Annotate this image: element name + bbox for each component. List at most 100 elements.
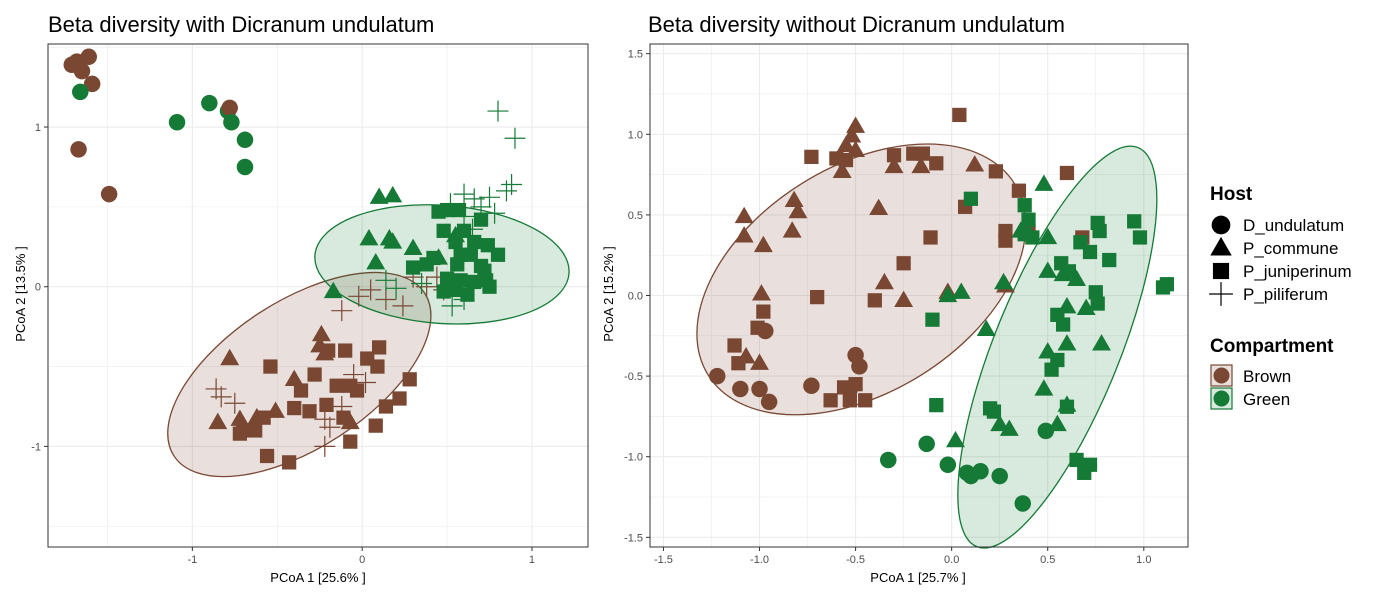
right-axis-ticks: -1.5 -1.0 -0.5 0.0 0.5 1.0 -1.5 -1.0 -0.5 0.0 0.5 1… [624,49,1151,566]
right-pcoa-panel: Beta diversity without Dicranum undulatu… [601,12,1189,585]
y-tick-label: 1.0 [628,129,643,141]
data-point-triangle-brown [836,135,856,153]
y-tick-label: 0 [35,282,41,294]
data-point-plus-brown [360,279,382,301]
data-point-circle-brown [803,377,820,395]
data-point-triangle-brown [750,353,769,370]
data-point-square-green [450,257,465,272]
data-point-square-brown [336,410,351,425]
data-point-triangle-brown [869,198,889,216]
data-point-triangle-brown [846,140,866,158]
data-point-square-brown [370,359,385,374]
x-tick-label: -1.5 [654,554,673,566]
data-point-circle-brown [80,48,98,66]
data-point-plus-green [501,174,523,196]
y-tick-label: 1 [35,122,41,134]
data-point-square-brown [338,343,353,358]
data-point-square-green [1092,223,1107,239]
data-point-triangle-green [994,272,1013,290]
data-point-square-green [1069,452,1084,468]
data-point-triangle-green [1034,174,1054,191]
data-point-circle-brown [83,75,101,93]
data-point-plus-green [439,193,461,215]
data-point-plus-brown [348,285,370,307]
data-point-square-brown [372,340,387,355]
data-point-square-green [1025,230,1040,245]
data-point-triangle-green [359,229,379,246]
data-point-square-green [1082,244,1098,260]
data-point-square-brown [750,320,765,335]
data-point-square-green [448,234,463,250]
right-chart-title: Beta diversity without Dicranum undulatu… [648,12,1065,37]
host-legend-label: P_piliferum [1243,285,1328,304]
data-point-triangle-green [403,238,423,256]
left-y-axis-label: PCoA 2 [13.5% ] [13,246,28,341]
data-point-square-brown [886,148,902,163]
data-point-triangle-brown [782,221,802,238]
data-point-triangle-brown [911,156,931,174]
data-point-square-green [982,401,998,416]
data-point-square-brown [731,356,746,371]
data-point-triangle-brown [842,126,862,143]
x-tick-label: -1 [187,554,197,566]
circle-icon [1213,367,1230,384]
data-point-square-green [1017,198,1032,213]
compartment-legend-label: Green [1243,390,1290,409]
data-point-triangle-brown [284,369,304,386]
data-point-triangle-brown [751,284,771,301]
data-point-triangle-green [383,185,403,203]
data-point-triangle-brown [894,290,914,307]
data-point-triangle-brown [734,206,754,224]
host-legend-title: Host [1210,184,1253,205]
data-point-square-brown [329,378,344,393]
data-point-plus-green [462,218,484,240]
data-point-square-brown [929,156,944,171]
data-point-square-brown [838,152,854,168]
data-point-circle-green [236,158,254,176]
data-point-square-green [963,191,979,206]
right-confidence-ellipses [696,143,1158,549]
data-point-square-green [456,223,472,238]
data-point-square-brown [848,377,863,392]
data-point-square-brown [810,289,825,305]
x-tick-label: 1.0 [1136,554,1151,566]
plot-background [48,44,588,547]
host-legend-item-circle: D_undulatum [1211,215,1344,235]
data-point-square-brown [263,359,278,374]
data-point-square-brown [321,343,336,358]
data-point-circle-brown [70,141,87,158]
data-point-plus-green [453,205,475,227]
data-point-triangle-brown [266,401,285,418]
data-point-square-brown [998,233,1013,248]
y-tick-label: 0.0 [628,291,643,303]
data-point-circle-brown [851,358,868,375]
data-point-square-green [439,271,455,286]
data-point-square-brown [402,372,417,387]
data-point-circle-green [939,456,957,474]
data-point-triangle-brown [846,116,866,133]
data-point-square-green [1127,214,1142,229]
data-point-plus-brown [331,300,353,322]
x-tick-label: 0 [359,554,365,566]
data-point-square-brown [867,293,882,308]
data-point-triangle-green [1038,227,1058,245]
data-point-circle-green [918,435,935,453]
left-data-points [63,48,526,470]
data-point-square-brown [804,149,819,164]
data-point-square-brown [923,230,938,245]
data-point-triangle-green [323,281,343,299]
y-tick-label: 0.5 [628,210,643,222]
data-point-triangle-brown [884,156,904,174]
data-point-square-brown [302,404,317,419]
x-tick-label: -0.5 [846,554,865,566]
data-point-square-green [1021,212,1036,227]
data-point-square-green [1102,252,1117,268]
data-point-triangle-green [369,187,389,204]
data-point-triangle-green [1057,297,1077,314]
data-point-plus-green [375,269,397,291]
data-point-circle-brown [100,185,118,203]
data-point-triangle-brown [230,409,250,426]
data-point-circle-green [201,94,218,112]
data-point-square-green [1090,296,1105,311]
